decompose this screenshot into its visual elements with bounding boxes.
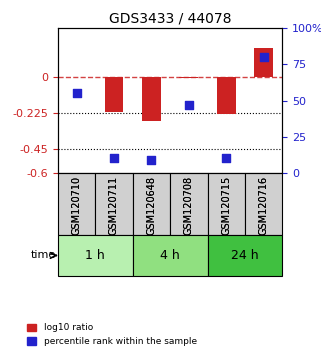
Text: GSM120710: GSM120710: [72, 176, 82, 235]
Text: 1 h: 1 h: [85, 249, 105, 262]
Text: GSM120708: GSM120708: [184, 176, 194, 235]
Bar: [217, 76, 236, 114]
Point: [111, 156, 117, 161]
Text: GSM120715: GSM120715: [221, 176, 231, 235]
Text: GSM120716: GSM120716: [259, 176, 269, 235]
FancyBboxPatch shape: [208, 173, 245, 235]
Text: GSM120708: GSM120708: [184, 176, 194, 235]
FancyBboxPatch shape: [133, 173, 170, 235]
FancyBboxPatch shape: [208, 235, 282, 276]
FancyBboxPatch shape: [58, 173, 95, 235]
FancyBboxPatch shape: [58, 235, 133, 276]
Legend: log10 ratio, percentile rank within the sample: log10 ratio, percentile rank within the …: [24, 320, 200, 349]
Text: GSM120716: GSM120716: [259, 176, 269, 235]
Bar: [142, 76, 161, 121]
FancyBboxPatch shape: [95, 173, 133, 235]
Text: GSM120710: GSM120710: [72, 176, 82, 235]
Point: [74, 91, 79, 96]
Text: GSM120648: GSM120648: [146, 176, 156, 235]
Text: GSM120711: GSM120711: [109, 176, 119, 235]
Bar: [105, 76, 123, 112]
Text: 4 h: 4 h: [160, 249, 180, 262]
Point: [186, 102, 191, 108]
FancyBboxPatch shape: [170, 173, 208, 235]
Text: GSM120711: GSM120711: [109, 176, 119, 235]
FancyBboxPatch shape: [245, 173, 282, 235]
Bar: [179, 76, 198, 78]
Point: [224, 156, 229, 161]
Text: time: time: [31, 251, 56, 261]
Bar: [254, 47, 273, 76]
FancyBboxPatch shape: [133, 235, 208, 276]
Text: 24 h: 24 h: [231, 249, 259, 262]
Text: GSM120648: GSM120648: [146, 176, 156, 235]
Text: GSM120715: GSM120715: [221, 176, 231, 235]
Point: [149, 157, 154, 163]
Title: GDS3433 / 44078: GDS3433 / 44078: [109, 12, 231, 26]
Point: [261, 55, 266, 60]
